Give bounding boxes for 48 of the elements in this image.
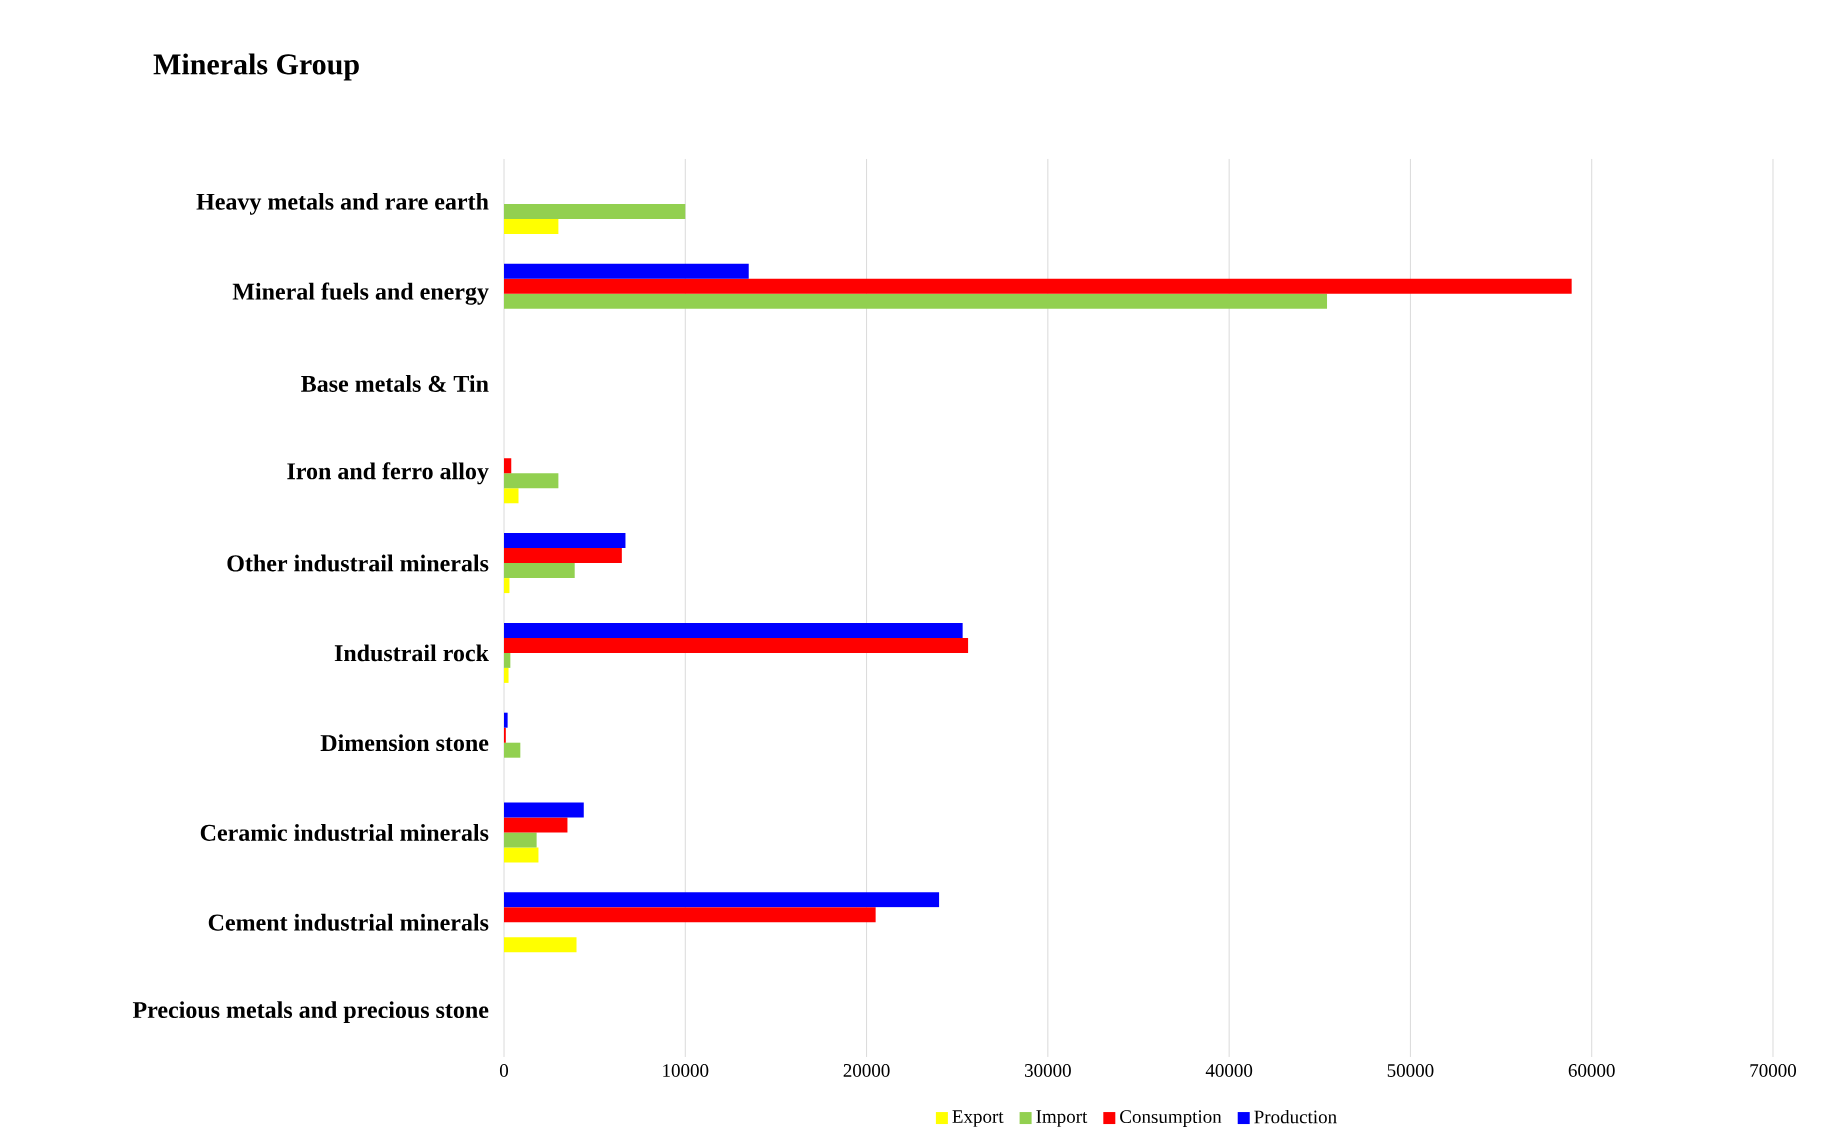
bar	[504, 622, 963, 638]
y-tick-label: Heavy metals and rare earth	[196, 192, 489, 215]
bar	[504, 218, 559, 234]
y-tick-label: Cement industrial minerals	[208, 913, 489, 931]
bar	[504, 263, 749, 279]
x-tick-label: 60000	[1568, 1064, 1615, 1077]
bar	[504, 817, 568, 833]
bar	[504, 847, 539, 863]
legend-label: Consumption	[1120, 1110, 1222, 1127]
bar	[504, 548, 622, 564]
bar	[504, 802, 584, 818]
bar	[504, 907, 876, 923]
bar	[504, 473, 559, 489]
bar	[504, 937, 577, 953]
y-tick-label: Base metals & Tin	[301, 375, 489, 392]
bar	[504, 742, 521, 758]
bar	[504, 578, 510, 594]
y-tick-label: Other industrail minerals	[227, 554, 489, 572]
x-tick-label: 50000	[1387, 1064, 1434, 1077]
x-tick-label: 0	[499, 1064, 509, 1077]
bar	[504, 637, 969, 653]
bar	[504, 712, 508, 728]
bar	[504, 667, 509, 683]
y-tick-label: Mineral fuels and energy	[232, 282, 489, 305]
x-tick-label: 40000	[1205, 1064, 1253, 1077]
legend-label: Export	[952, 1110, 1004, 1127]
y-tick-label: Precious metals and precious stone	[132, 1001, 489, 1023]
y-tick-label: Iron and ferro alloy	[287, 462, 489, 485]
y-tick-label: Dimension stone	[320, 734, 489, 752]
bar	[504, 458, 512, 474]
bar	[504, 652, 511, 668]
legend-label: Production	[1254, 1109, 1337, 1124]
x-tick-label: 30000	[1025, 1064, 1071, 1077]
bar	[504, 203, 686, 219]
text: Minerals Group	[153, 53, 359, 81]
bar	[504, 488, 519, 504]
bar	[504, 533, 626, 549]
bar	[504, 278, 1572, 294]
x-tick-label: 20000	[843, 1064, 890, 1077]
y-tick-label: Industrail rock	[334, 644, 489, 662]
bar	[504, 293, 1328, 309]
y-tick-label: Ceramic industrial minerals	[200, 824, 489, 841]
bar	[504, 832, 537, 848]
x-tick-label: 70000	[1750, 1064, 1797, 1077]
legend-label: Import	[1036, 1110, 1088, 1127]
x-tick-label: 10000	[663, 1064, 709, 1077]
bar	[504, 892, 940, 908]
bar	[504, 563, 575, 579]
